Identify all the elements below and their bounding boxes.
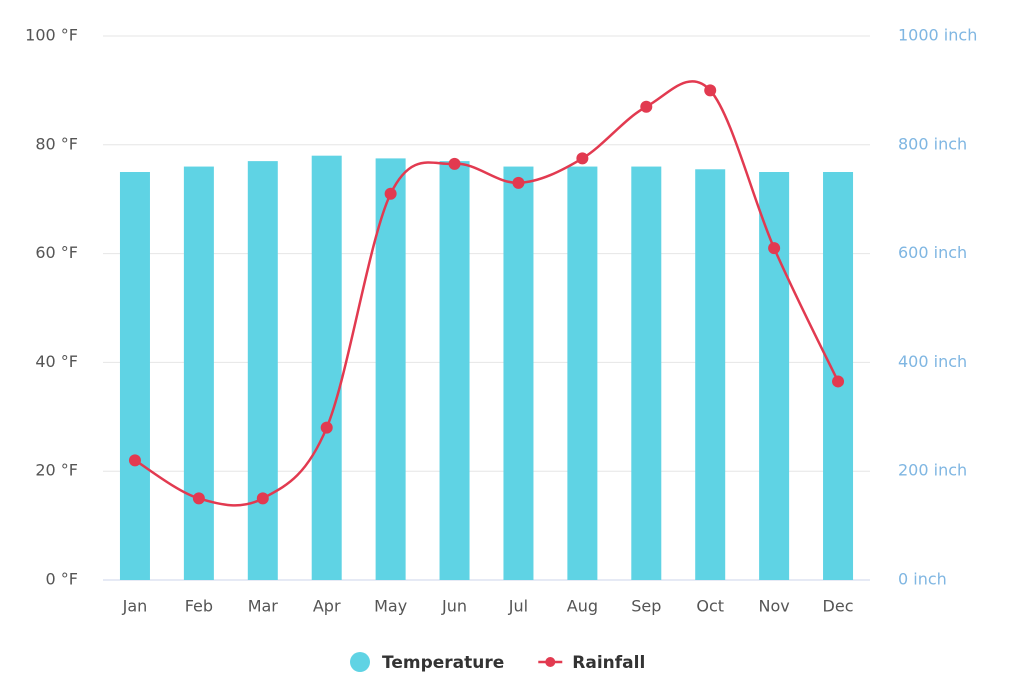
- x-tick-label: May: [374, 597, 407, 616]
- x-tick-label: Jul: [508, 597, 528, 616]
- point: [128, 454, 141, 467]
- x-tick-label: Jun: [441, 597, 467, 616]
- x-tick-label: Nov: [759, 597, 790, 616]
- bar: [311, 155, 342, 580]
- y-tick-label: 100 °F: [25, 26, 78, 45]
- bar: [119, 172, 150, 580]
- point: [192, 492, 205, 505]
- x-tick-label: Jan: [122, 597, 148, 616]
- x-tick-label: Aug: [567, 597, 598, 616]
- point: [768, 242, 781, 255]
- bar: [375, 158, 406, 580]
- point: [384, 187, 397, 200]
- x-tick-label: Apr: [313, 597, 341, 616]
- y-tick-label: 80 °F: [35, 134, 78, 153]
- bar: [759, 172, 790, 580]
- y2-tick-label: 800 inch: [898, 134, 967, 153]
- x-tick-label: Dec: [823, 597, 854, 616]
- legend-symbol: [545, 657, 556, 667]
- legend-symbol: [350, 652, 370, 672]
- point: [640, 100, 653, 113]
- x-tick-label: Feb: [185, 597, 213, 616]
- legend-label: Rainfall: [572, 653, 645, 673]
- y2-tick-label: 200 inch: [898, 461, 967, 480]
- x-tick-label: Sep: [631, 597, 661, 616]
- y2-tick-label: 1000 inch: [898, 26, 977, 45]
- y2-tick-label: 600 inch: [898, 243, 967, 262]
- x-tick-label: Mar: [248, 597, 279, 616]
- legend-label: Temperature: [382, 653, 504, 673]
- x-tick-label: Oct: [696, 597, 724, 616]
- point: [256, 492, 269, 505]
- point: [832, 375, 845, 388]
- bar: [631, 166, 662, 580]
- bar: [247, 161, 278, 580]
- point: [512, 176, 525, 189]
- y2-tick-label: 400 inch: [898, 352, 967, 371]
- y-tick-label: 0 °F: [46, 570, 78, 589]
- y2-tick-label: 0 inch: [898, 570, 947, 589]
- bar: [503, 166, 534, 580]
- point: [704, 84, 717, 97]
- y-tick-label: 20 °F: [35, 461, 78, 480]
- y-tick-label: 40 °F: [35, 352, 78, 371]
- y-tick-label: 60 °F: [35, 243, 78, 262]
- bar: [567, 166, 598, 580]
- point: [576, 152, 589, 165]
- point: [448, 157, 461, 170]
- point: [320, 421, 333, 434]
- bar: [439, 161, 470, 580]
- bar: [695, 169, 726, 580]
- bar: [183, 166, 214, 580]
